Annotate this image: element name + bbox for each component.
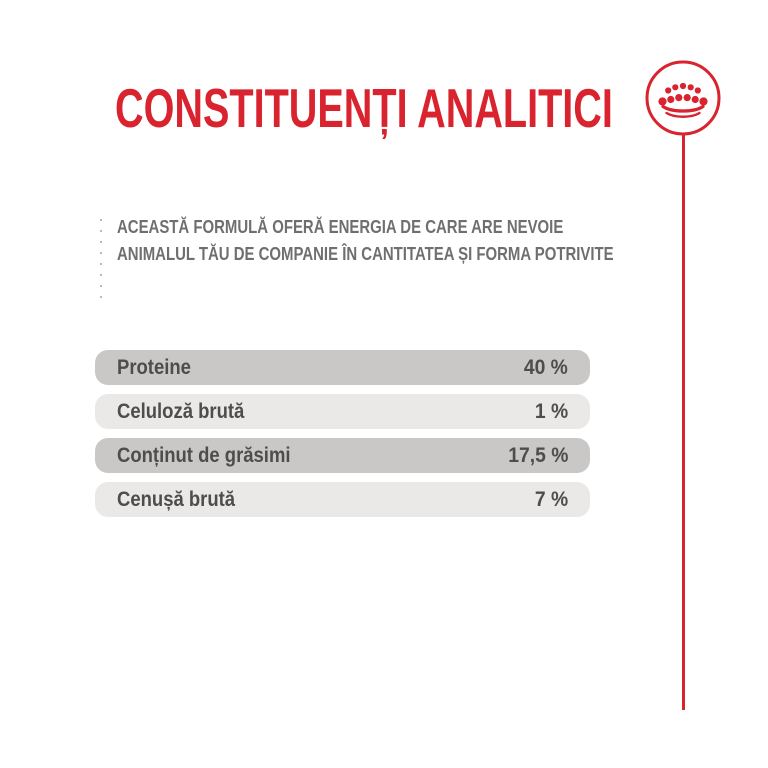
page-title: CONSTITUENȚI ANALITICI: [115, 77, 613, 139]
dotted-accent-line: [100, 219, 102, 305]
row-value: 40 %: [523, 355, 568, 379]
table-row: Conținut de grăsimi 17,5 %: [95, 438, 590, 473]
intro-text-line-2: ANIMALUL TĂU DE COMPANIE ÎN CANTITATEA Ș…: [117, 244, 614, 264]
row-label: Celuloză brută: [117, 399, 245, 423]
row-value: 17,5 %: [507, 443, 568, 467]
table-row: Celuloză brută 1 %: [95, 394, 590, 429]
intro-text: ACEASTĂ FORMULĂ OFERĂ ENERGIA DE CARE AR…: [117, 214, 715, 268]
intro-text-line-1: ACEASTĂ FORMULĂ OFERĂ ENERGIA DE CARE AR…: [117, 217, 564, 237]
row-value: 7 %: [534, 487, 568, 511]
table-row: Proteine 40 %: [95, 350, 590, 385]
royal-canin-crown-icon: [645, 60, 721, 136]
row-label: Cenușă brută: [117, 487, 236, 511]
row-value: 1 %: [534, 399, 568, 423]
table-row: Cenușă brută 7 %: [95, 482, 590, 517]
brand-logo: [638, 53, 728, 143]
analytical-constituents-table: Proteine 40 % Celuloză brută 1 % Conținu…: [95, 350, 590, 526]
row-label: Proteine: [117, 355, 191, 379]
brand-vertical-line: [682, 133, 685, 710]
row-label: Conținut de grăsimi: [117, 443, 291, 467]
